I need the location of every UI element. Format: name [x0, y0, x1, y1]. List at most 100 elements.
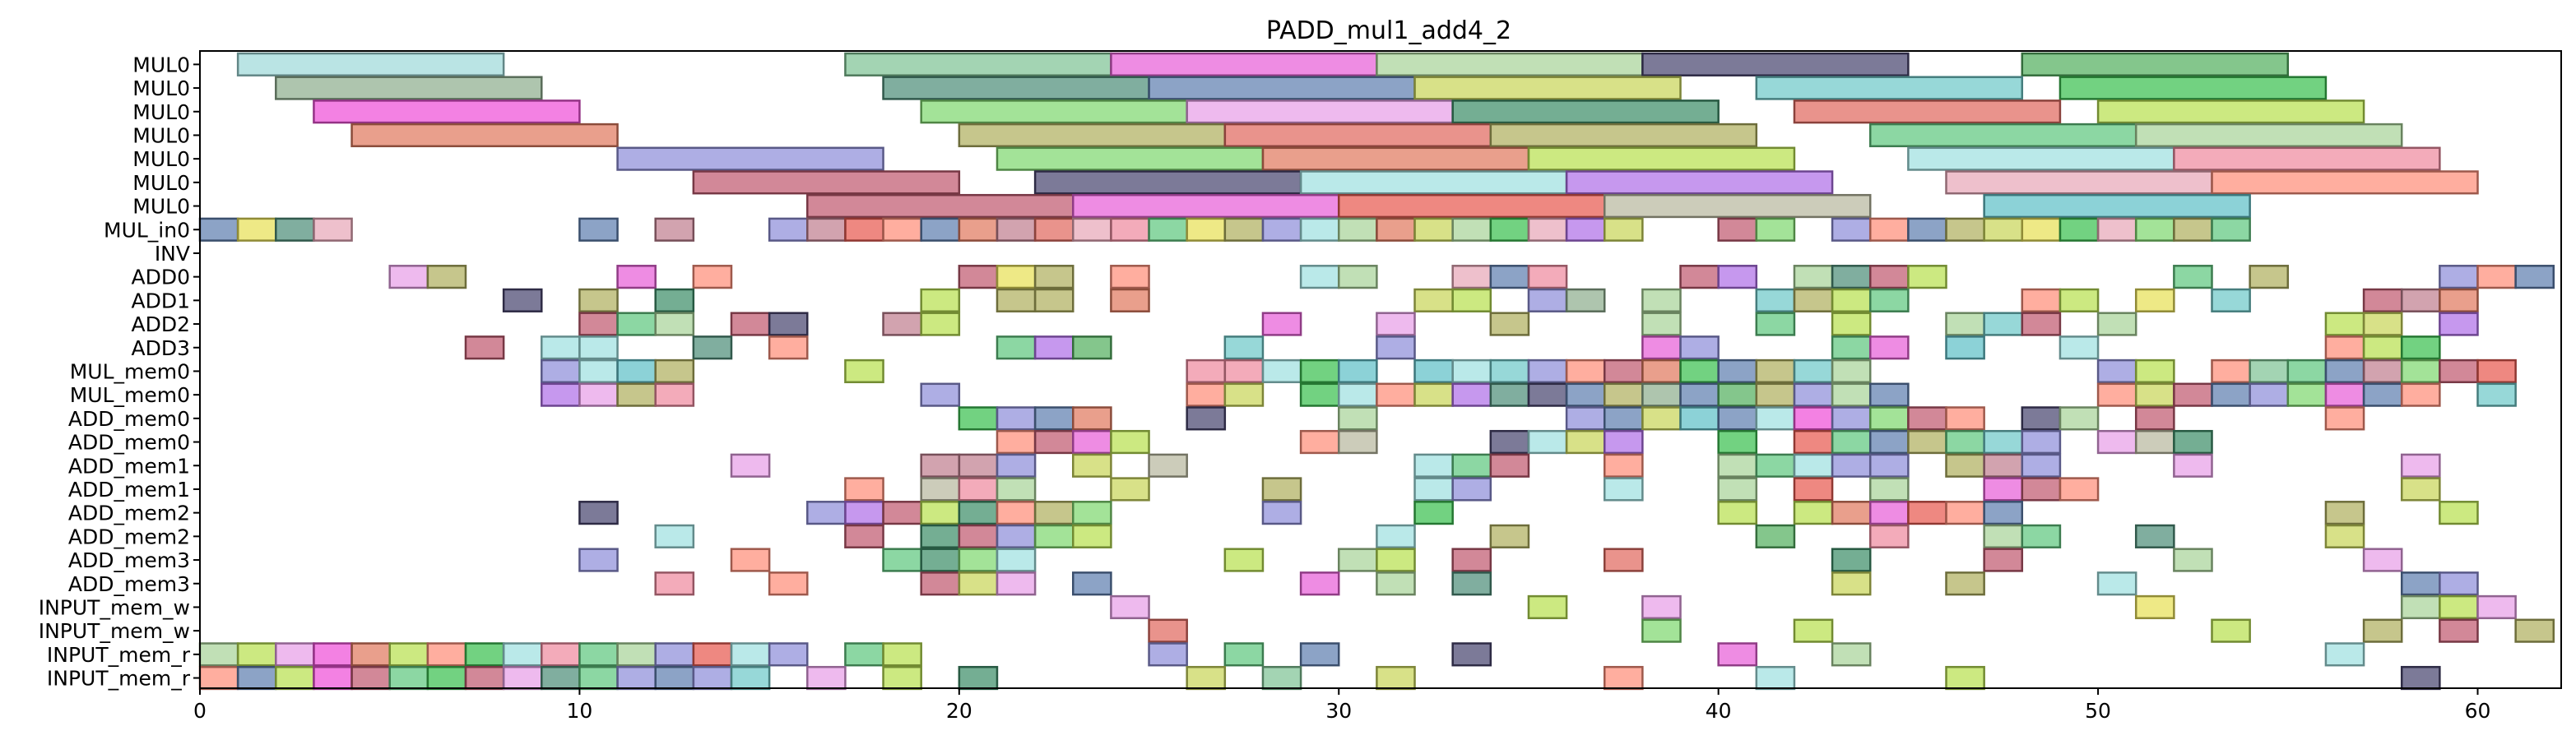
gantt-bar: [578, 312, 619, 336]
y-tick-label: ADD_mem3: [68, 572, 190, 596]
gantt-bar: [1489, 265, 1530, 289]
gantt-bar: [1565, 170, 1834, 195]
gantt-bar: [1641, 406, 1682, 431]
y-tick-label: ADD_mem2: [68, 525, 190, 548]
gantt-bar: [692, 335, 733, 360]
gantt-bar: [1641, 288, 1682, 312]
gantt-bar: [1755, 217, 1796, 242]
gantt-bar: [1868, 217, 1910, 242]
gantt-bar: [1186, 99, 1454, 124]
gantt-bar: [1033, 265, 1074, 289]
gantt-bar: [996, 524, 1037, 548]
gantt-bar: [1337, 548, 1378, 572]
gantt-bar: [1072, 524, 1112, 548]
x-tick-label: 60: [2465, 699, 2491, 723]
gantt-bar: [1033, 501, 1074, 525]
gantt-bar: [2400, 665, 2441, 691]
gantt-bar: [1603, 406, 1644, 431]
gantt-bar: [920, 501, 961, 525]
gantt-bar: [1755, 76, 2024, 100]
gantt-bar: [502, 642, 543, 667]
gantt-bar: [1641, 358, 1682, 384]
gantt-bar: [2249, 358, 2290, 384]
gantt-bar: [1831, 571, 1872, 596]
gantt-bar: [806, 217, 847, 242]
y-tick-label: INPUT_mem_w: [39, 619, 190, 643]
gantt-bar: [1413, 217, 1454, 242]
gantt-bar: [1831, 406, 1872, 431]
gantt-bar: [2021, 453, 2062, 478]
gantt-bar: [2476, 265, 2517, 289]
gantt-bar: [1033, 335, 1074, 360]
y-tick-label: MUL0: [132, 171, 190, 195]
y-tick-label: MUL_mem0: [70, 359, 190, 383]
gantt-bar: [2324, 501, 2365, 525]
gantt-bar: [1603, 358, 1644, 384]
gantt-bar: [1489, 453, 1530, 478]
gantt-bar: [198, 665, 239, 691]
gantt-bar: [2096, 429, 2137, 455]
gantt-bar: [1527, 594, 1568, 620]
gantt-bar: [1868, 288, 1910, 312]
gantt-bar: [958, 524, 999, 548]
gantt-bar: [1679, 382, 1720, 407]
gantt-bar: [1451, 382, 1492, 407]
gantt-bar: [2211, 358, 2251, 384]
gantt-bar: [2211, 618, 2251, 643]
x-tick-label: 30: [1325, 699, 1352, 723]
gantt-bar: [426, 665, 467, 691]
gantt-bar: [1641, 335, 1682, 360]
gantt-bar: [1148, 618, 1188, 643]
gantt-bar: [1299, 170, 1568, 195]
x-tick-label: 40: [1706, 699, 1732, 723]
gantt-bar: [2286, 382, 2328, 407]
gantt-bar: [1907, 265, 1947, 289]
gantt-bar: [1299, 217, 1340, 242]
gantt-bar: [2096, 382, 2137, 407]
y-tick-label: ADD2: [131, 312, 190, 336]
gantt-bar: [1186, 382, 1227, 407]
gantt-bar: [730, 548, 771, 572]
gantt-bar: [768, 642, 809, 667]
gantt-bar: [1831, 642, 1872, 667]
gantt-bar: [920, 524, 961, 548]
gantt-bar: [1831, 358, 1872, 384]
gantt-bar: [768, 312, 809, 336]
gantt-bar: [844, 217, 884, 242]
gantt-bar: [464, 665, 505, 691]
gantt-bar: [1223, 382, 1265, 407]
gantt-bar: [768, 217, 809, 242]
gantt-bar: [541, 358, 581, 384]
gantt-bar: [654, 382, 695, 407]
gantt-bar: [2362, 335, 2403, 360]
gantt-bar: [541, 642, 581, 667]
gantt-bar: [2134, 429, 2175, 455]
gantt-bar: [578, 382, 619, 407]
gantt-bar: [1983, 524, 2024, 548]
gantt-bar: [2173, 429, 2213, 455]
gantt-bar: [2058, 477, 2100, 502]
y-tick-label: MUL0: [132, 76, 190, 100]
gantt-bar: [2096, 312, 2137, 336]
gantt-bar: [1261, 217, 1302, 242]
gantt-bar: [1072, 571, 1112, 596]
gantt-bar: [1603, 429, 1644, 455]
gantt-bar: [1376, 382, 1416, 407]
gantt-bar: [1945, 571, 1985, 596]
gantt-bar: [2058, 217, 2100, 242]
gantt-bar: [1793, 477, 1834, 502]
gantt-bar: [578, 335, 619, 360]
gantt-bar: [2173, 265, 2213, 289]
gantt-bar: [1033, 170, 1302, 195]
gantt-bar: [2211, 288, 2251, 312]
gantt-bar: [2058, 335, 2100, 360]
gantt-bar: [1451, 571, 1492, 596]
gantt-bar: [578, 358, 619, 384]
gantt-bar: [958, 571, 999, 596]
gantt-bar: [1717, 429, 1758, 455]
gantt-bar: [1376, 524, 1416, 548]
gantt-bar: [1793, 99, 2062, 124]
gantt-bar: [692, 265, 733, 289]
gantt-bar: [958, 453, 999, 478]
gantt-bar: [1679, 358, 1720, 384]
